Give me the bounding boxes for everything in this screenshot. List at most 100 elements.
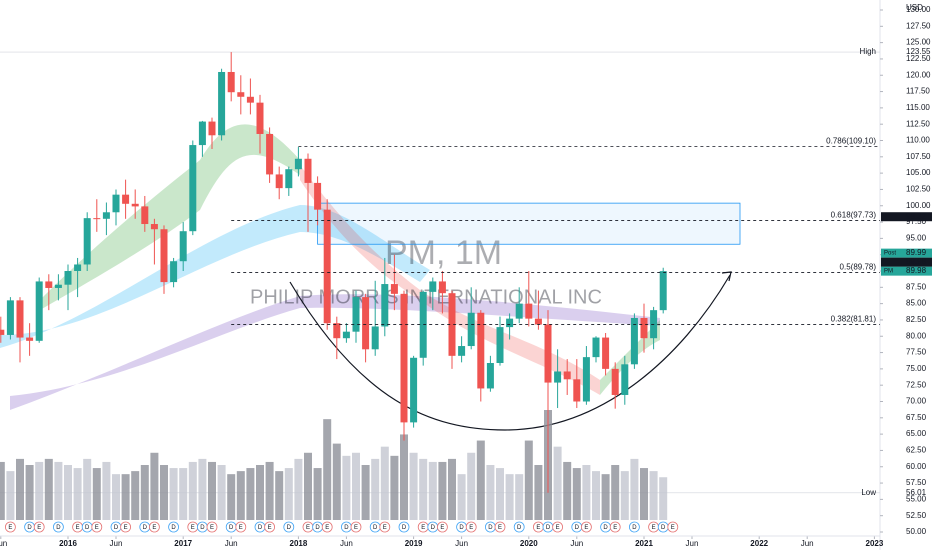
- event-label: E: [354, 525, 358, 531]
- event-label: E: [536, 525, 540, 531]
- volume-bar: [332, 443, 341, 520]
- candle-body: [198, 121, 206, 146]
- y-tick-label: 57.50: [906, 478, 927, 487]
- candle-body: [160, 229, 168, 283]
- candle-body: [93, 218, 101, 220]
- volume-bar: [140, 465, 149, 520]
- event-marker: [465, 521, 477, 533]
- event-label: E: [469, 525, 473, 531]
- candle-body: [45, 281, 53, 288]
- y-tick-label: 52.50: [906, 511, 927, 520]
- volume-bar: [534, 465, 543, 520]
- event-label: D: [315, 525, 320, 531]
- event-label: D: [143, 525, 148, 531]
- candle-body: [496, 327, 504, 364]
- x-tick-label: 2018: [290, 539, 308, 548]
- volume-bar: [256, 465, 264, 520]
- candle-body: [266, 133, 274, 175]
- candle-body: [554, 371, 562, 383]
- event-label: E: [152, 525, 156, 531]
- volume-bar: [160, 465, 168, 520]
- event-label: E: [584, 525, 588, 531]
- event-label: D: [488, 525, 493, 531]
- price-tag-name: Post: [884, 251, 896, 257]
- event-label: E: [37, 525, 41, 531]
- y-tick-label: 102.50: [906, 185, 931, 194]
- x-tick-label: Jun: [801, 539, 814, 548]
- event-label: D: [287, 525, 292, 531]
- event-marker: [53, 521, 64, 533]
- event-label: E: [652, 525, 656, 531]
- volume-bar: [611, 465, 620, 520]
- candle-body: [6, 300, 14, 335]
- event-label: E: [268, 525, 272, 531]
- volume-bar: [16, 458, 24, 520]
- volume-bar: [131, 471, 140, 520]
- candle-body: [122, 194, 130, 204]
- watermark-symbol: PM, 1M: [385, 234, 502, 272]
- volume-bar: [304, 452, 312, 520]
- y-tick-label: 117.50: [906, 87, 930, 96]
- volume-bar: [294, 458, 303, 520]
- y-tick-label: 127.50: [906, 21, 931, 30]
- volume-bar: [83, 458, 92, 520]
- candle-body: [400, 293, 408, 423]
- x-tick-label: 2022: [750, 539, 768, 548]
- candle-body: [189, 145, 197, 232]
- event-marker: [168, 521, 180, 533]
- low-name: Low: [861, 488, 876, 497]
- y-tick-label: 107.50: [906, 152, 931, 161]
- event-label: E: [306, 525, 310, 531]
- event-label: D: [85, 525, 90, 531]
- y-tick-label: 77.50: [906, 348, 927, 357]
- candle-body: [275, 174, 283, 189]
- fib-label: 0.618(97.73): [831, 211, 877, 220]
- zone-box: [317, 202, 741, 245]
- x-tick-label: Jun: [686, 539, 699, 548]
- price-tag-value: 89.99: [906, 248, 927, 257]
- event-label: D: [603, 525, 608, 531]
- event-label: E: [440, 525, 444, 531]
- event-marker: [629, 521, 640, 533]
- event-label: E: [95, 525, 99, 531]
- candle-body: [74, 264, 82, 271]
- price-tag: [881, 248, 932, 258]
- event-label: E: [210, 525, 214, 531]
- volume-bar: [64, 465, 72, 520]
- event-label: D: [575, 525, 580, 531]
- low-value: 56.01: [906, 488, 927, 497]
- fib-label: 0.5(89.78): [840, 263, 877, 272]
- volume-bar: [457, 474, 466, 520]
- candle-body: [237, 92, 245, 97]
- y-tick-label: 85.00: [906, 299, 927, 308]
- candle-body: [640, 317, 648, 339]
- candle-body: [573, 379, 581, 402]
- y-tick-label: 70.00: [906, 397, 927, 406]
- volume-bar: [342, 455, 351, 520]
- volume-bar: [352, 452, 360, 520]
- candle-body: [362, 297, 370, 350]
- y-tick-label: 55.00: [906, 494, 927, 503]
- high-name: High: [860, 47, 876, 56]
- candle-body: [525, 303, 533, 319]
- volume-bar: [659, 477, 668, 520]
- x-tick-label: 2023: [866, 539, 884, 548]
- candle-body: [218, 71, 226, 136]
- volume-bar: [448, 458, 456, 520]
- y-tick-label: 75.00: [906, 364, 927, 373]
- event-label: D: [344, 525, 349, 531]
- event-label: E: [76, 525, 80, 531]
- candle-body: [592, 337, 600, 358]
- event-marker: [494, 521, 506, 533]
- volume-bar: [198, 458, 207, 520]
- candle-body: [582, 357, 590, 402]
- price-tag-name: PM: [884, 269, 893, 275]
- volume-bar: [496, 468, 504, 520]
- volume-bar: [505, 474, 514, 520]
- candle-body: [371, 326, 379, 350]
- volume-bar: [188, 461, 197, 520]
- volume-bar: [121, 474, 130, 520]
- candle-body: [208, 121, 216, 136]
- event-label: D: [402, 525, 407, 531]
